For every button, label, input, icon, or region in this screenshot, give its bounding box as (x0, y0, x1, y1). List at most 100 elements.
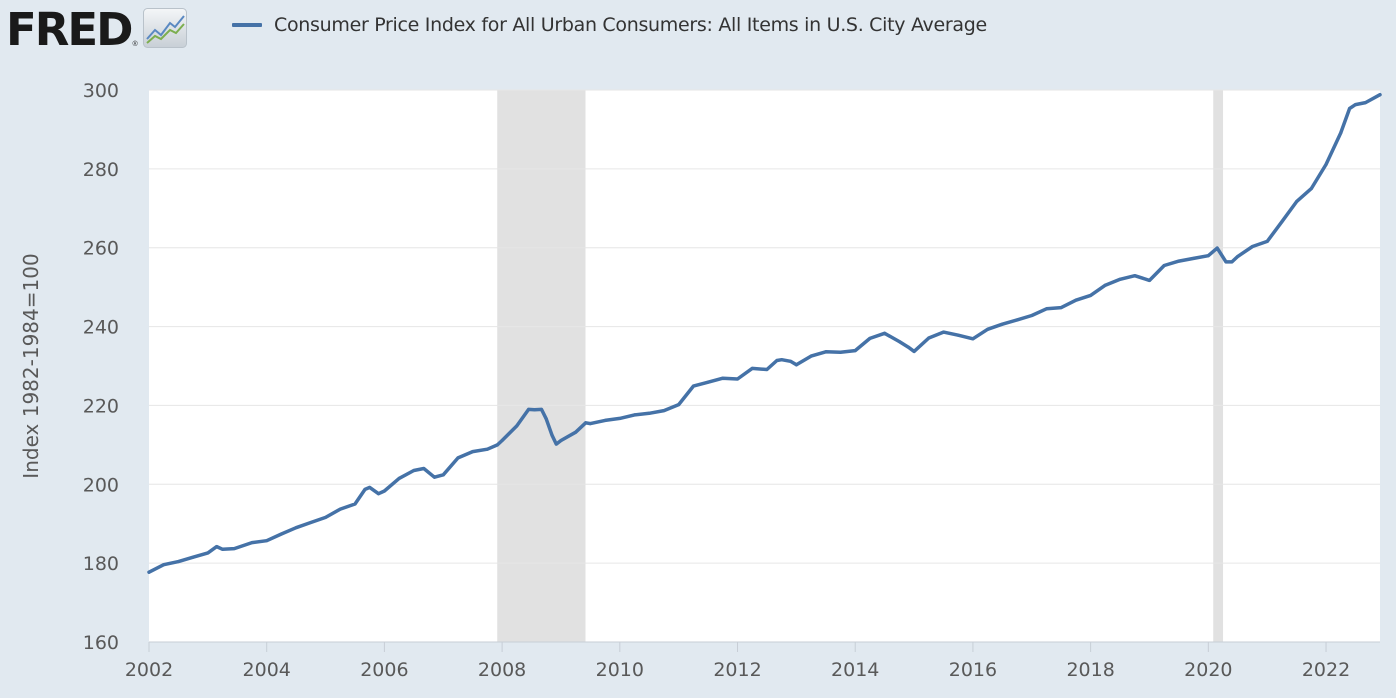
x-tick-label-2022: 2022 (1302, 659, 1350, 681)
legend-label: Consumer Price Index for All Urban Consu… (274, 14, 987, 36)
data-point (495, 443, 499, 447)
data-point (1192, 256, 1196, 260)
data-point (647, 411, 651, 415)
data-point (527, 407, 531, 411)
data-point (1250, 245, 1254, 249)
data-point (485, 447, 489, 451)
plot-area (149, 90, 1380, 642)
data-point (432, 475, 436, 479)
data-point (956, 333, 960, 337)
x-axis: 2002 2004 2006 2008 2010 2012 2014 2016 2018 2020… (125, 642, 1350, 681)
data-point (780, 358, 784, 362)
data-point (809, 354, 813, 358)
data-point (706, 380, 710, 384)
fred-graph-icon (142, 7, 187, 53)
data-point (368, 485, 372, 489)
data-point (736, 377, 740, 381)
data-point (794, 363, 798, 367)
x-tick-label-2008: 2008 (478, 659, 526, 681)
data-point (176, 560, 180, 564)
data-point (1030, 314, 1034, 318)
data-point (677, 403, 681, 407)
data-point (1324, 163, 1328, 167)
x-tick-label-2016: 2016 (949, 659, 997, 681)
data-point (500, 439, 504, 443)
y-axis: 160 180 200 220 240 260 280 300 (83, 80, 119, 654)
data-point (1206, 254, 1210, 258)
data-point (662, 409, 666, 413)
data-point (532, 408, 536, 412)
y-tick-label-180: 180 (83, 553, 119, 575)
data-point (1378, 93, 1382, 97)
data-point (1059, 306, 1063, 310)
data-point (1118, 277, 1122, 281)
x-tick-label-2014: 2014 (831, 659, 879, 681)
y-tick-label-300: 300 (83, 80, 119, 102)
data-point (853, 349, 857, 353)
data-point (456, 456, 460, 460)
recession-shading (497, 90, 1224, 642)
recession-band-0 (497, 90, 586, 642)
data-point (574, 430, 578, 434)
data-point (232, 547, 236, 551)
y-tick-label-160: 160 (83, 632, 119, 654)
data-point (603, 418, 607, 422)
gridlines (149, 89, 1380, 643)
data-point (309, 521, 313, 525)
data-point (515, 424, 519, 428)
x-tick-label-2012: 2012 (713, 659, 761, 681)
data-point (927, 336, 931, 340)
data-point (162, 563, 166, 567)
data-point (1103, 283, 1107, 287)
data-point (1147, 278, 1151, 282)
data-point (1353, 103, 1357, 107)
data-point (471, 450, 475, 454)
data-point (1339, 131, 1343, 135)
data-point (338, 507, 342, 511)
data-point (839, 350, 843, 354)
series-layer (147, 92, 1382, 574)
data-point (1074, 298, 1078, 302)
y-axis-title: Index 1982-1984=100 (19, 253, 43, 478)
x-tick-label-2004: 2004 (243, 659, 291, 681)
data-point (397, 476, 401, 480)
data-point (221, 547, 225, 551)
data-point (279, 532, 283, 536)
data-point (1000, 322, 1004, 326)
recession-band-1 (1213, 90, 1224, 642)
data-point (971, 337, 975, 341)
data-point (382, 489, 386, 493)
data-point (788, 359, 792, 363)
data-point (1177, 259, 1181, 263)
data-point (1015, 318, 1019, 322)
legend-swatch (232, 23, 262, 27)
data-point (906, 345, 910, 349)
data-point (765, 368, 769, 372)
y-tick-label-200: 200 (83, 474, 119, 496)
data-point (147, 570, 151, 574)
x-tick-label-2002: 2002 (125, 659, 173, 681)
y-tick-label-260: 260 (83, 238, 119, 260)
x-tick-label-2006: 2006 (360, 659, 408, 681)
data-point (1236, 254, 1240, 258)
x-tick-label-2020: 2020 (1184, 659, 1232, 681)
data-point (883, 331, 887, 335)
data-point (540, 407, 544, 411)
data-point (265, 539, 269, 543)
data-point (215, 545, 219, 549)
data-point (1133, 274, 1137, 278)
data-point (1265, 239, 1269, 243)
data-point (584, 421, 588, 425)
data-point (550, 433, 554, 437)
y-tick-label-220: 220 (83, 395, 119, 417)
fred-logo[interactable]: FRED ® (6, 7, 187, 53)
data-point (588, 422, 592, 426)
legend[interactable]: Consumer Price Index for All Urban Consu… (232, 14, 987, 36)
data-point (294, 526, 298, 530)
data-point (377, 492, 381, 496)
data-point (1044, 307, 1048, 311)
data-point (324, 515, 328, 519)
data-point (544, 417, 548, 421)
data-point (441, 473, 445, 477)
